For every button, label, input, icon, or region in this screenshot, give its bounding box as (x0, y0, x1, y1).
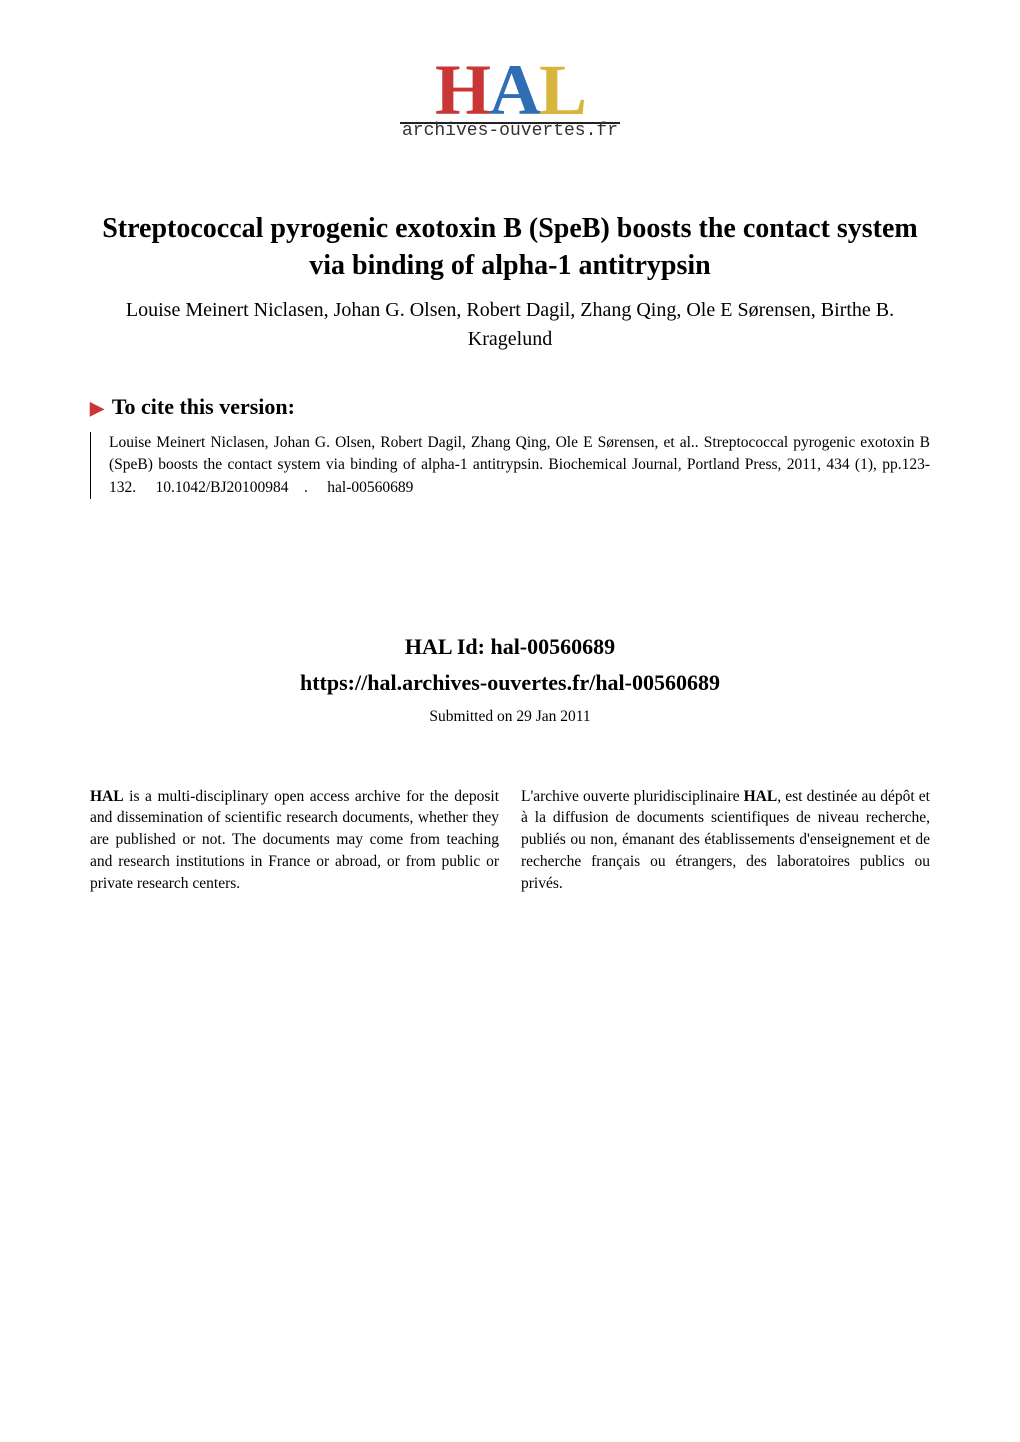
logo-letter-h: H (435, 50, 489, 130)
logo-letter-l: L (539, 50, 585, 130)
description-right: L'archive ouverte pluridisciplinaire HAL… (521, 786, 930, 894)
hal-id-section: HAL Id: hal-00560689 https://hal.archive… (90, 629, 930, 699)
cite-section: ▶ To cite this version: Louise Meinert Ni… (90, 394, 930, 499)
logo-subtitle: archives-ouvertes.fr (400, 121, 620, 141)
cite-heading: ▶ To cite this version: (90, 394, 930, 420)
authors-list: Louise Meinert Niclasen, Johan G. Olsen,… (90, 296, 930, 354)
hal-logo: HAL archives-ouvertes.fr (90, 60, 930, 141)
triangle-right-icon: ▶ (90, 398, 104, 418)
hal-id-label: HAL Id: (405, 634, 485, 659)
cite-body: Louise Meinert Niclasen, Johan G. Olsen,… (90, 432, 930, 499)
logo-letters: HAL (400, 60, 620, 121)
submitted-date: Submitted on 29 Jan 2011 (90, 708, 930, 726)
cite-heading-text: To cite this version: (112, 394, 295, 419)
description-columns: HAL is a multi-disciplinary open access … (90, 786, 930, 894)
paper-title: Streptococcal pyrogenic exotoxin B (SpeB… (90, 211, 930, 284)
hal-id-line: HAL Id: hal-00560689 (90, 629, 930, 664)
hal-url: https://hal.archives-ouvertes.fr/hal-005… (90, 665, 930, 700)
logo-block: HAL archives-ouvertes.fr (400, 60, 620, 141)
logo-letter-a: A (489, 50, 539, 130)
description-left: HAL is a multi-disciplinary open access … (90, 786, 499, 894)
hal-id-value: hal-00560689 (490, 634, 615, 659)
